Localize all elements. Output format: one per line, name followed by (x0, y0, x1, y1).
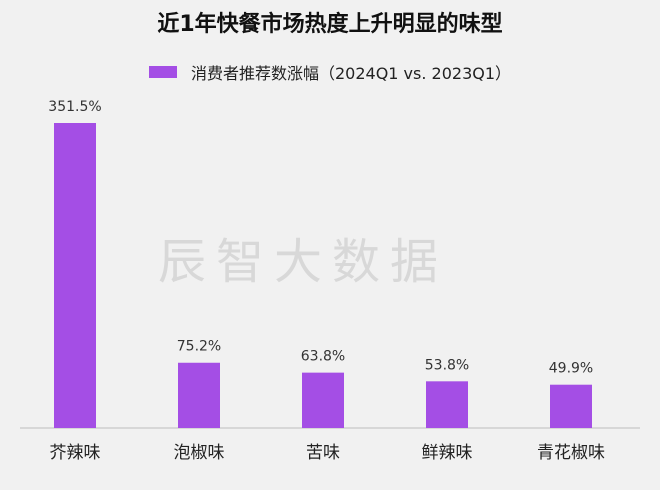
bar-0 (54, 123, 96, 428)
x-tick-label-1: 泡椒味 (174, 443, 225, 463)
x-tick-label-3: 鲜辣味 (422, 443, 473, 463)
data-label-1: 75.2% (177, 339, 221, 355)
legend: 消费者推荐数涨幅（2024Q1 vs. 2023Q1） (0, 60, 660, 84)
x-tick-label-2: 苦味 (306, 443, 340, 463)
bar-3 (426, 381, 468, 428)
bar-4 (550, 384, 592, 428)
chart-title: 近1年快餐市场热度上升明显的味型 (157, 12, 503, 37)
data-label-4: 49.9% (549, 361, 593, 377)
bar-1 (178, 362, 220, 428)
data-label-2: 63.8% (301, 349, 345, 365)
x-tick-label-4: 青花椒味 (537, 443, 605, 463)
legend-swatch (148, 66, 177, 78)
legend-label: 消费者推荐数涨幅（2024Q1 vs. 2023Q1） (190, 64, 512, 83)
data-label-0: 351.5% (48, 99, 101, 115)
x-tick-label-0: 芥辣味 (50, 443, 101, 463)
watermark: 辰智大数据 (158, 234, 449, 290)
data-label-3: 53.8% (425, 357, 469, 373)
bar-2 (302, 372, 344, 428)
